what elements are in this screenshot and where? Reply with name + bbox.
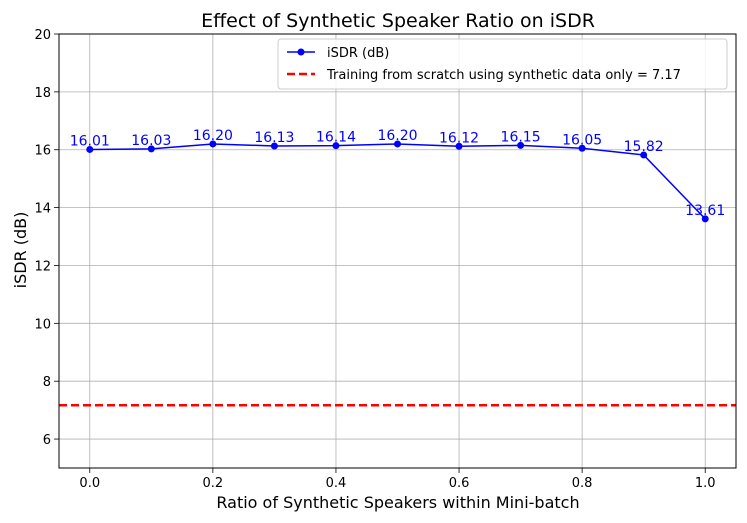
data-point [332, 142, 340, 150]
y-tick-label: 12 [34, 259, 51, 274]
data-point [147, 145, 155, 153]
legend-box [277, 38, 728, 90]
y-tick-label: 14 [34, 202, 51, 217]
y-tick-label: 20 [34, 28, 51, 43]
x-tick-label: 0.8 [572, 476, 593, 491]
data-point [86, 145, 94, 153]
y-tick-label: 10 [34, 317, 51, 332]
series-group: 16.01 16.03 16.20 16.13 16.14 16.20 16.12 16.15… [70, 128, 725, 223]
legend-reference-label: Training from scratch using synthetic da… [326, 68, 681, 83]
legend-series-marker [297, 48, 305, 56]
data-label: 13.61 [685, 203, 725, 219]
plot-frame [58, 33, 737, 469]
x-tick-label: 1.0 [695, 476, 716, 491]
data-label: 16.14 [316, 130, 356, 146]
data-label: 15.82 [624, 139, 664, 155]
y-axis-label: iSDR (dB) [11, 212, 30, 289]
y-tick-label: 18 [34, 86, 51, 101]
data-label: 16.20 [377, 128, 417, 144]
data-point [640, 151, 648, 159]
axes [58, 33, 737, 469]
data-label: 16.20 [193, 128, 233, 144]
x-tick-label: 0.6 [449, 476, 470, 491]
data-point [578, 144, 586, 152]
data-label: 16.01 [70, 133, 110, 149]
data-point [209, 140, 217, 148]
data-label: 16.13 [254, 130, 294, 146]
y-tick-label: 16 [34, 144, 51, 159]
x-tick-label: 0.2 [203, 476, 224, 491]
data-point [394, 140, 401, 148]
data-label: 16.05 [562, 132, 602, 148]
grid [59, 33, 736, 468]
legend-series-label: iSDR (dB) [327, 46, 389, 61]
data-point [701, 215, 709, 223]
data-label: 16.12 [439, 130, 479, 146]
ticks: 0.0 0.2 0.4 0.6 0.8 1.0 6 8 10 12 14 16 18 20 [34, 28, 715, 491]
x-axis-label: Ratio of Synthetic Speakers within Mini-… [216, 493, 579, 512]
data-label: 16.03 [131, 133, 171, 149]
data-point [517, 141, 525, 149]
y-tick-label: 6 [43, 433, 51, 448]
data-label: 16.15 [501, 129, 541, 145]
y-tick-label: 8 [43, 375, 51, 390]
x-tick-label: 0.4 [326, 476, 347, 491]
data-point [455, 142, 463, 150]
x-tick-label: 0.0 [79, 476, 100, 491]
legend: iSDR (dB) Training from scratch using sy… [277, 38, 728, 90]
chart-title: Effect of Synthetic Speaker Ratio on iSD… [201, 10, 595, 32]
data-point [270, 142, 278, 150]
